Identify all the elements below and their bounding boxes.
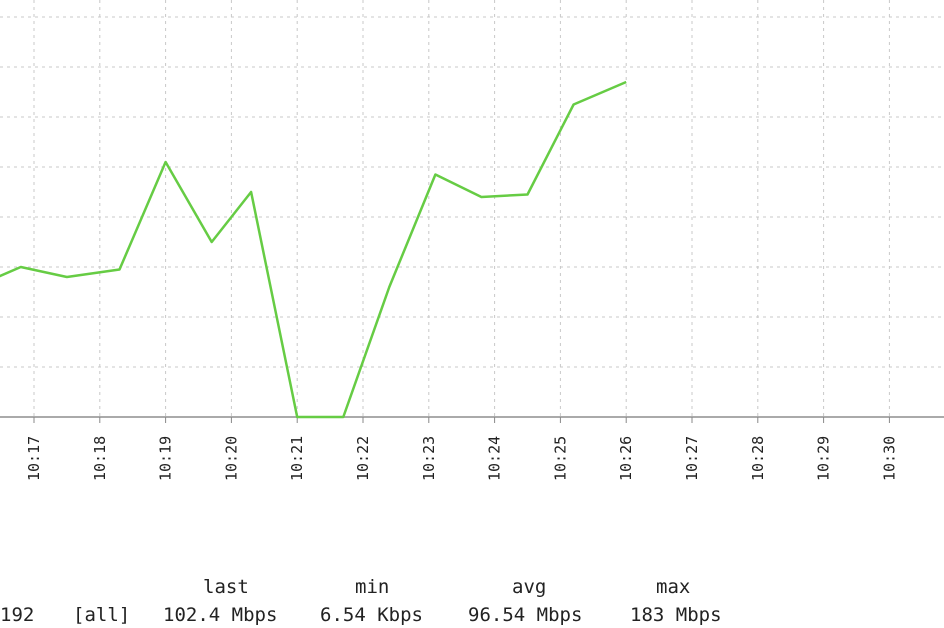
legend-value-max: 183 Mbps	[630, 604, 722, 626]
x-tick-label: 10:21	[288, 436, 306, 481]
x-tick-label: 10:24	[486, 436, 504, 481]
x-axis-ticks: 10:17 10:18 10:19 10:20 10:21 10:22 10:23 10:24…	[25, 417, 898, 481]
legend-header-avg: avg	[512, 576, 547, 598]
x-tick-label: 10:25	[551, 436, 569, 481]
x-tick-label: 10:30	[880, 436, 898, 481]
legend-header-max: max	[656, 576, 691, 598]
x-tick-label: 10:18	[91, 436, 109, 481]
x-tick-label: 10:26	[617, 436, 635, 481]
x-tick-label: 10:20	[222, 436, 240, 481]
x-tick-label: 10:22	[354, 436, 372, 481]
legend-row-filter[interactable]: [all]	[73, 604, 131, 626]
legend-header-last: last	[203, 576, 249, 598]
legend-header-min: min	[355, 576, 390, 598]
legend-value-last: 102.4 Mbps	[163, 604, 278, 626]
grid-lines	[0, 0, 944, 417]
x-tick-label: 10:23	[420, 436, 438, 481]
legend-table: last min avg max 192 [all] 102.4 Mbps 6.…	[0, 574, 944, 628]
x-tick-label: 10:27	[683, 436, 701, 481]
traffic-line-chart: 10:17 10:18 10:19 10:20 10:21 10:22 10:23 10:24…	[0, 0, 944, 481]
legend-value-avg: 96.54 Mbps	[468, 604, 583, 626]
x-tick-label: 10:29	[815, 436, 833, 481]
series-points	[20, 81, 627, 418]
x-tick-label: 10:19	[157, 436, 175, 481]
x-tick-label: 10:17	[25, 436, 43, 481]
series-line-traffic	[0, 80, 627, 419]
x-tick-label: 10:28	[749, 436, 767, 481]
legend-value-min: 6.54 Kbps	[320, 604, 423, 626]
legend-row-id: 192	[0, 604, 35, 626]
